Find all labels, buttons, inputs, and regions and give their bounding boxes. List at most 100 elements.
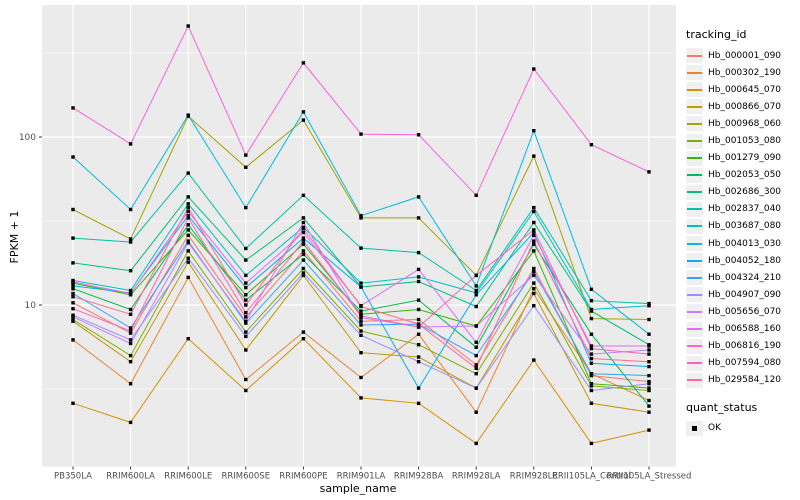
point-marker	[186, 260, 190, 264]
legend-key-box	[686, 82, 703, 98]
legend-item-label: Hb_003687_080	[708, 221, 782, 232]
point-marker	[474, 291, 478, 295]
legend-key-box	[686, 184, 703, 200]
legend: tracking_id Hb_000001_090 Hb_000302_190 Hb…	[686, 28, 800, 437]
legend-item-label: Hb_000968_060	[708, 118, 782, 129]
point-marker	[416, 275, 421, 279]
point-marker	[589, 316, 594, 321]
point-marker	[301, 236, 306, 240]
point-marker	[532, 228, 536, 232]
point-marker	[647, 388, 651, 393]
point-marker	[244, 246, 248, 251]
x-tick-label: RRIM600LA	[106, 472, 155, 482]
legend-color-line-icon	[687, 105, 702, 108]
point-marker	[589, 307, 594, 312]
point-marker	[474, 340, 478, 344]
point-marker	[128, 269, 133, 273]
point-marker	[128, 326, 133, 330]
legend-color-line-icon	[687, 328, 702, 331]
point-marker	[186, 24, 190, 28]
legend-quant-items: OK	[686, 420, 800, 437]
point-marker	[474, 304, 478, 309]
y-tick-label: 10	[25, 301, 37, 311]
legend-key-box	[686, 167, 703, 183]
point-marker	[301, 330, 306, 334]
legend-key-box	[686, 201, 703, 217]
point-marker	[532, 273, 536, 278]
point-marker	[71, 155, 75, 159]
point-marker	[416, 343, 421, 347]
point-marker	[589, 373, 594, 378]
legend-key-box	[686, 338, 703, 354]
point-marker	[128, 353, 133, 358]
point-marker	[186, 195, 190, 199]
point-marker	[71, 319, 75, 323]
legend-item-label: Hb_002053_050	[708, 170, 782, 181]
legend-item-label: Hb_002686_300	[708, 187, 782, 198]
legend-item-Hb_001279_090: Hb_001279_090	[686, 150, 800, 167]
legend-item-label: Hb_001279_090	[708, 153, 782, 164]
legend-item-label: Hb_004013_030	[708, 238, 782, 249]
point-marker	[359, 285, 363, 289]
point-marker	[647, 410, 651, 414]
point-marker	[359, 323, 363, 327]
legend-item-quant-OK: OK	[686, 420, 800, 437]
legend-item-label: Hb_029584_120	[708, 375, 782, 386]
point-marker	[532, 249, 536, 253]
legend-color-line-icon	[687, 310, 702, 313]
legend-item-Hb_000302_190: Hb_000302_190	[686, 64, 800, 81]
legend-item-Hb_000645_070: Hb_000645_070	[686, 81, 800, 98]
point-marker	[647, 382, 651, 386]
point-marker	[532, 230, 536, 235]
point-marker	[647, 379, 651, 384]
y-axis-title: FPKM + 1	[8, 210, 21, 264]
point-marker	[71, 317, 75, 322]
legend-key-box	[686, 304, 703, 320]
point-marker	[359, 314, 363, 318]
legend-item-Hb_003687_080: Hb_003687_080	[686, 218, 800, 235]
legend-key-box	[686, 420, 703, 436]
legend-title-tracking-id: tracking_id	[686, 28, 747, 41]
point-marker	[474, 363, 478, 367]
point-marker	[186, 233, 190, 237]
x-tick-label: RRII105LA_Stressed	[607, 472, 692, 482]
point-marker	[71, 295, 75, 299]
legend-key-box	[686, 236, 703, 252]
point-marker	[71, 207, 75, 212]
point-marker	[589, 352, 594, 356]
x-tick-label: RRII105LA_Control	[552, 472, 631, 482]
point-marker	[532, 242, 536, 246]
point-marker	[416, 386, 421, 390]
point-marker	[589, 346, 594, 351]
point-marker	[244, 285, 248, 290]
point-marker	[474, 293, 478, 297]
legend-item-Hb_000968_060: Hb_000968_060	[686, 115, 800, 132]
legend-tracking-items: Hb_000001_090 Hb_000302_190 Hb_000645_070 H…	[686, 47, 800, 389]
point-marker	[589, 332, 594, 336]
point-marker	[71, 301, 75, 305]
point-marker	[244, 293, 248, 297]
point-marker	[647, 344, 651, 348]
point-marker	[244, 315, 248, 319]
x-tick-label: PB350LA	[54, 472, 92, 482]
point-marker	[186, 249, 190, 253]
point-marker	[532, 291, 536, 296]
point-marker	[474, 345, 478, 349]
point-marker	[647, 170, 651, 174]
point-marker	[359, 216, 363, 220]
point-marker	[647, 373, 651, 378]
legend-item-Hb_002053_050: Hb_002053_050	[686, 167, 800, 184]
point-marker	[128, 207, 133, 212]
point-marker	[71, 287, 75, 291]
point-marker	[301, 271, 306, 275]
point-marker	[128, 382, 133, 386]
point-marker	[647, 360, 651, 364]
point-marker	[244, 334, 248, 339]
point-marker	[359, 132, 363, 136]
point-marker	[71, 236, 75, 240]
x-axis-title: sample_name	[319, 482, 397, 495]
legend-item-label: Hb_002837_040	[708, 204, 782, 215]
point-marker	[301, 266, 306, 271]
